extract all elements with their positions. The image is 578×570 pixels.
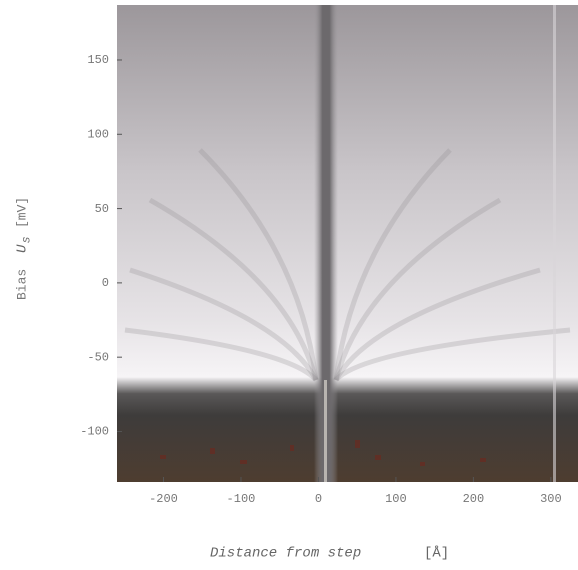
y-axis-subscript: S bbox=[23, 237, 34, 243]
x-tick-label: 0 bbox=[315, 492, 322, 506]
x-axis-unit: [Å] bbox=[424, 545, 449, 562]
y-axis-unit: [mV] bbox=[14, 197, 29, 228]
y-tick-label: -50 bbox=[87, 350, 109, 364]
x-tick-label: -200 bbox=[149, 492, 178, 506]
y-axis-label: Bias bbox=[14, 269, 29, 300]
x-axis-label: Distance from step bbox=[210, 546, 361, 562]
x-tick-label: 200 bbox=[463, 492, 485, 506]
x-tick-label: 100 bbox=[385, 492, 407, 506]
y-tick-label: 0 bbox=[102, 276, 109, 290]
y-tick-label: 100 bbox=[87, 127, 109, 141]
y-axis-variable: U bbox=[15, 244, 31, 253]
y-tick-label: -100 bbox=[80, 425, 109, 439]
heatmap-image bbox=[117, 5, 578, 482]
y-tick-label: 150 bbox=[87, 53, 109, 67]
x-tick-label: -100 bbox=[227, 492, 256, 506]
x-tick-label: 300 bbox=[540, 492, 562, 506]
y-tick-label: 50 bbox=[95, 202, 109, 216]
